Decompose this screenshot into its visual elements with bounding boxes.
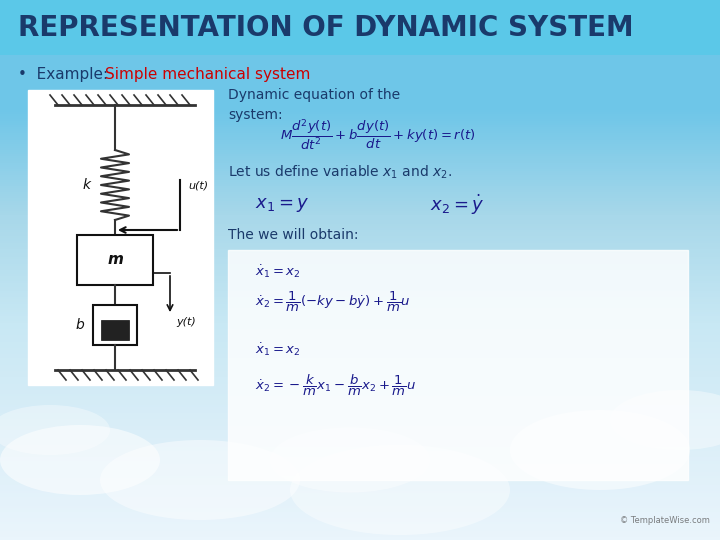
Ellipse shape	[610, 390, 720, 450]
Text: Dynamic equation of the
system:: Dynamic equation of the system:	[228, 88, 400, 122]
Text: k: k	[83, 178, 91, 192]
Text: u(t): u(t)	[188, 180, 208, 190]
Text: y(t): y(t)	[176, 317, 196, 327]
Text: © TemplateWise.com: © TemplateWise.com	[620, 516, 710, 525]
Ellipse shape	[510, 410, 690, 490]
Ellipse shape	[0, 425, 160, 495]
Text: $\dot{x}_1 = x_2$: $\dot{x}_1 = x_2$	[255, 342, 300, 359]
Ellipse shape	[0, 405, 110, 455]
Text: $x_2 = \dot{y}$: $x_2 = \dot{y}$	[430, 193, 485, 217]
Text: $\dot{x}_2 = -\dfrac{k}{m}x_1 - \dfrac{b}{m}x_2 + \dfrac{1}{m}u$: $\dot{x}_2 = -\dfrac{k}{m}x_1 - \dfrac{b…	[255, 373, 416, 397]
Text: Simple mechanical system: Simple mechanical system	[105, 68, 310, 83]
Text: Let us define variable $x_1$ and $x_2$.: Let us define variable $x_1$ and $x_2$.	[228, 163, 452, 181]
Ellipse shape	[290, 445, 510, 535]
FancyBboxPatch shape	[28, 90, 213, 385]
Ellipse shape	[270, 428, 430, 492]
FancyBboxPatch shape	[228, 250, 688, 480]
Text: b: b	[76, 318, 84, 332]
Text: m: m	[107, 253, 123, 267]
FancyBboxPatch shape	[93, 305, 137, 345]
Text: $x_1 = y$: $x_1 = y$	[255, 196, 310, 214]
FancyBboxPatch shape	[0, 0, 720, 55]
Text: REPRESENTATION OF DYNAMIC SYSTEM: REPRESENTATION OF DYNAMIC SYSTEM	[18, 14, 634, 42]
FancyBboxPatch shape	[101, 320, 129, 340]
FancyBboxPatch shape	[77, 235, 153, 285]
Text: $\dot{x}_1 = x_2$: $\dot{x}_1 = x_2$	[255, 264, 300, 280]
Text: $M\dfrac{d^2y(t)}{dt^2}+b\dfrac{dy(t)}{dt}+ky(t)=r(t)$: $M\dfrac{d^2y(t)}{dt^2}+b\dfrac{dy(t)}{d…	[280, 118, 476, 152]
Text: $\dot{x}_2 = \dfrac{1}{m}(-ky - b\dot{y}) + \dfrac{1}{m}u$: $\dot{x}_2 = \dfrac{1}{m}(-ky - b\dot{y}…	[255, 290, 410, 314]
Ellipse shape	[100, 440, 300, 520]
Text: The we will obtain:: The we will obtain:	[228, 228, 359, 242]
Text: •  Example:: • Example:	[18, 68, 113, 83]
